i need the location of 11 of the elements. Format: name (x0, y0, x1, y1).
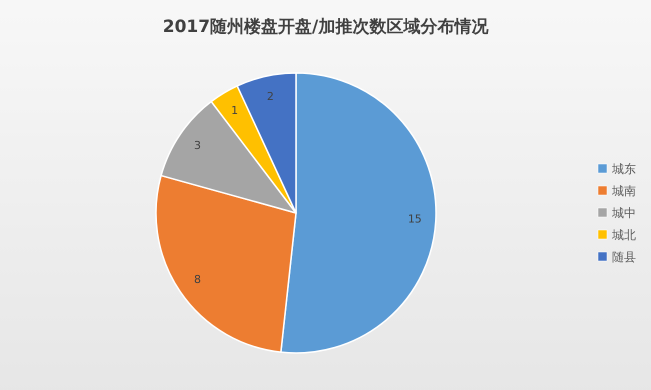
data-label: 2 (266, 90, 274, 103)
legend-label: 城南 (611, 184, 636, 198)
legend-label: 城东 (611, 162, 636, 176)
chart-title: 2017随州楼盘开盘/加推次数区域分布情况 (162, 17, 490, 37)
data-label: 8 (194, 272, 202, 286)
legend-label: 城北 (611, 228, 636, 242)
data-label: 15 (408, 212, 422, 226)
legend-label: 城中 (611, 206, 636, 220)
data-label: 3 (194, 139, 202, 152)
data-label: 1 (231, 104, 238, 118)
legend-label: 随县 (612, 250, 636, 264)
